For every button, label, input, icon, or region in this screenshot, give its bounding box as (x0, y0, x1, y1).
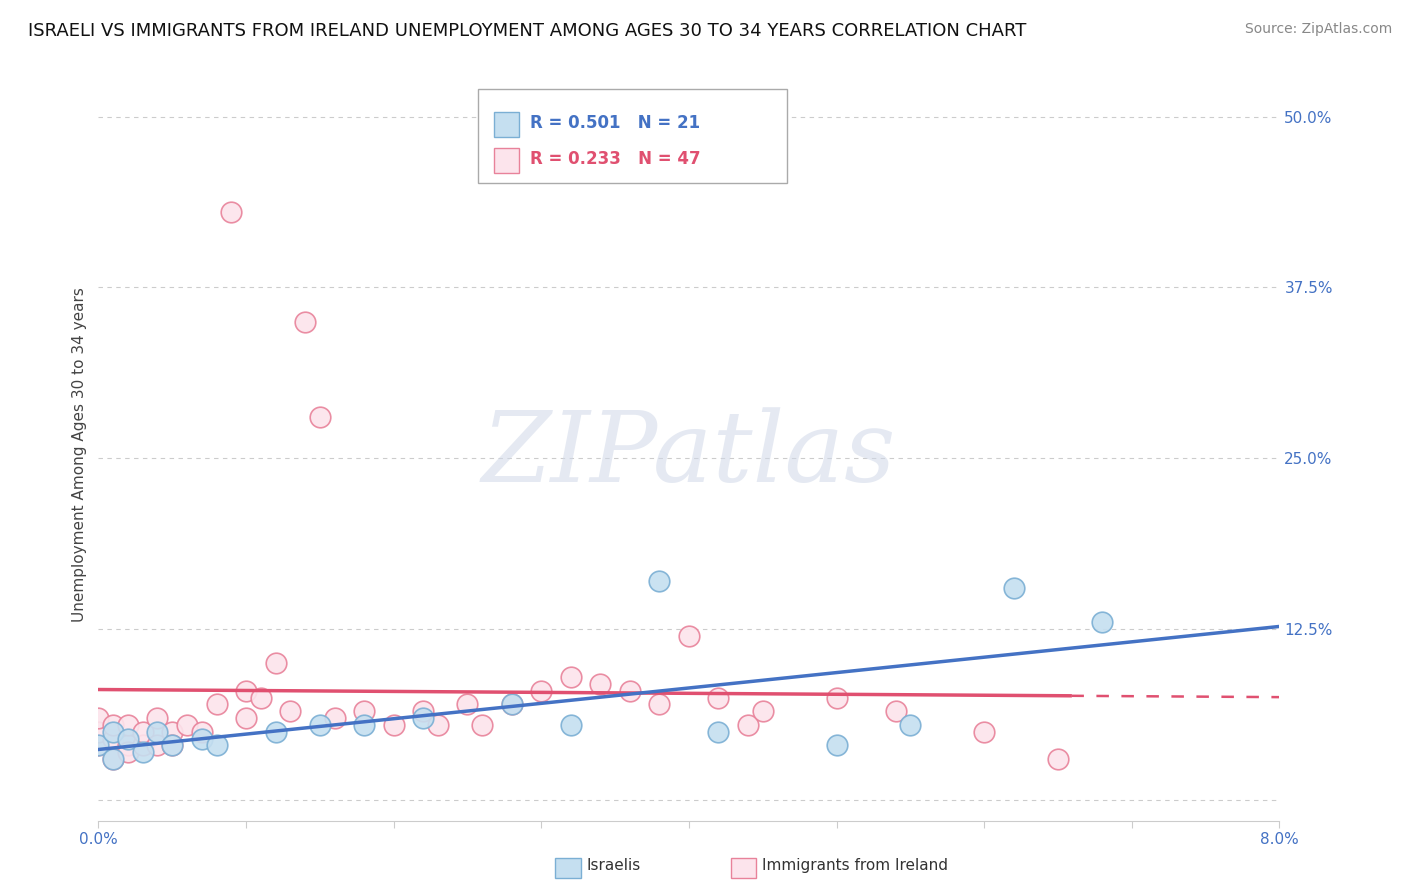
Point (191, 731, 214, 746)
Point (648, 698, 671, 712)
Point (382, 718, 405, 732)
Point (707, 724, 730, 739)
Text: ISRAELI VS IMMIGRANTS FROM IRELAND UNEMPLOYMENT AMONG AGES 30 TO 34 YEARS CORREL: ISRAELI VS IMMIGRANTS FROM IRELAND UNEMP… (28, 22, 1026, 40)
Point (825, 739, 848, 753)
Point (103, 752, 124, 766)
Text: Israelis: Israelis (586, 858, 641, 872)
Point (205, 739, 228, 753)
Point (264, 724, 287, 739)
Y-axis label: Unemployment Among Ages 30 to 34 years: Unemployment Among Ages 30 to 34 years (72, 287, 87, 623)
Point (117, 739, 139, 753)
Point (117, 745, 139, 759)
Point (353, 704, 375, 718)
Point (103, 731, 124, 746)
Point (1046, 752, 1069, 766)
Point (162, 739, 183, 753)
Point (471, 718, 494, 732)
Point (1091, 615, 1114, 630)
Point (132, 745, 155, 759)
Point (501, 698, 523, 712)
Point (412, 704, 434, 718)
Point (205, 698, 228, 712)
Text: ZIPatlas: ZIPatlas (482, 408, 896, 502)
Point (235, 683, 257, 698)
Point (191, 724, 214, 739)
Point (530, 683, 553, 698)
Point (117, 718, 139, 732)
Point (103, 752, 124, 766)
Point (751, 704, 773, 718)
Point (898, 718, 921, 732)
Point (146, 711, 169, 725)
Point (117, 731, 139, 746)
Point (235, 711, 257, 725)
Point (308, 410, 332, 425)
Point (560, 718, 582, 732)
Point (87, 711, 110, 725)
Point (619, 683, 641, 698)
Point (426, 718, 449, 732)
Point (103, 718, 124, 732)
Point (162, 739, 183, 753)
Point (146, 724, 169, 739)
Point (87, 724, 110, 739)
Point (973, 724, 995, 739)
Point (146, 739, 169, 753)
Point (648, 574, 671, 589)
Point (264, 657, 287, 671)
Point (219, 205, 242, 219)
Point (132, 724, 155, 739)
Point (87, 739, 110, 753)
Point (278, 704, 301, 718)
Point (162, 724, 183, 739)
Point (176, 718, 198, 732)
Point (884, 704, 907, 718)
Text: Source: ZipAtlas.com: Source: ZipAtlas.com (1244, 22, 1392, 37)
Point (1002, 581, 1025, 595)
Point (501, 698, 523, 712)
Point (456, 698, 478, 712)
Point (737, 718, 759, 732)
Text: Immigrants from Ireland: Immigrants from Ireland (762, 858, 948, 872)
Point (308, 718, 332, 732)
Point (678, 629, 700, 643)
Point (132, 739, 155, 753)
Point (323, 711, 346, 725)
Point (250, 690, 273, 705)
Point (412, 711, 434, 725)
Point (589, 677, 612, 691)
Text: R = 0.233   N = 47: R = 0.233 N = 47 (530, 150, 700, 168)
Point (825, 690, 848, 705)
Point (353, 718, 375, 732)
Text: R = 0.501   N = 21: R = 0.501 N = 21 (530, 114, 700, 132)
Point (707, 690, 730, 705)
Point (87, 739, 110, 753)
Point (103, 724, 124, 739)
Point (560, 670, 582, 684)
Point (294, 315, 316, 329)
